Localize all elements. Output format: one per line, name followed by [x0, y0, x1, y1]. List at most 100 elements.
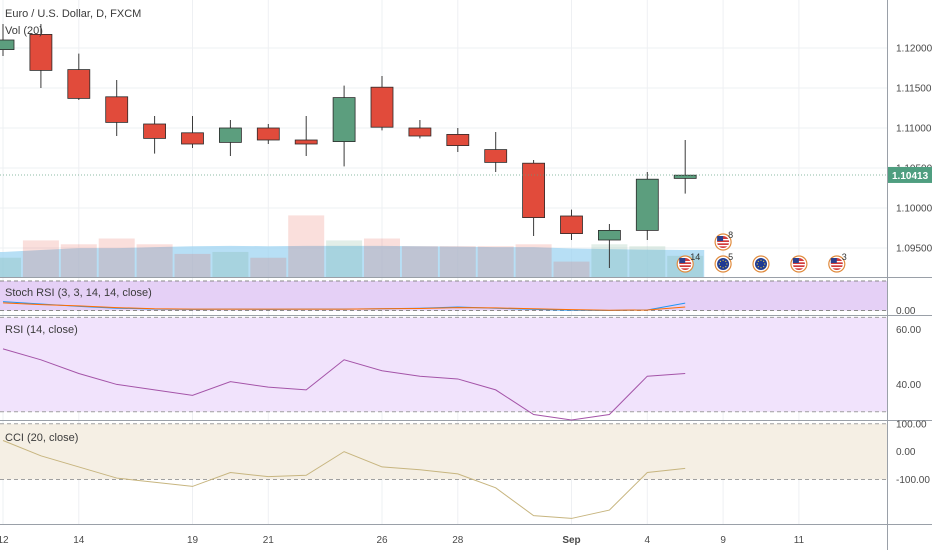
time-tick-label: Sep	[562, 535, 580, 546]
candle-body	[0, 39, 15, 51]
event-marker[interactable]: 5	[714, 252, 733, 273]
candle[interactable]	[484, 132, 508, 172]
eu-star	[725, 266, 727, 268]
price-axis[interactable]: 1.120001.115001.110001.105001.100001.095…	[888, 44, 932, 486]
candle[interactable]	[560, 209, 583, 240]
candle-body	[446, 133, 470, 146]
volume-bar	[515, 244, 552, 277]
eu-star	[722, 259, 724, 261]
event-marker[interactable]	[752, 255, 770, 273]
chart-title: Euro / U.S. Dollar, D, FXCM	[5, 8, 141, 20]
candle[interactable]	[256, 124, 280, 144]
candle-body	[332, 97, 356, 142]
us-flag-canton	[830, 258, 837, 263]
time-tick-label: 4	[645, 535, 651, 546]
candle[interactable]	[673, 140, 697, 194]
volume-bar	[98, 238, 135, 277]
eu-star	[760, 259, 762, 261]
candle[interactable]	[29, 24, 53, 88]
event-marker[interactable]: 14	[676, 252, 700, 273]
us-flag-canton	[792, 258, 799, 263]
event-count: 3	[842, 252, 847, 262]
candle-body	[560, 215, 583, 235]
candle[interactable]	[370, 76, 394, 131]
candle[interactable]	[0, 24, 15, 56]
cci-label: CCI (20, close)	[5, 432, 78, 444]
price-tick-label: 1.10000	[896, 204, 932, 215]
time-tick-label: 26	[376, 535, 388, 546]
volume-bar	[439, 246, 476, 277]
time-axis[interactable]: 12 14 19 21 26 28 Sep 4 9 11	[0, 525, 887, 550]
candle[interactable]	[446, 128, 470, 152]
candle[interactable]	[181, 116, 204, 148]
candle[interactable]	[67, 53, 91, 100]
candle-body	[598, 229, 621, 241]
event-marker[interactable]	[790, 255, 808, 273]
stoch-rsi-label: Stoch RSI (3, 3, 14, 14, close)	[5, 287, 152, 299]
cci-line	[2, 440, 686, 519]
us-flag-stripe	[679, 267, 692, 269]
eu-star	[763, 260, 765, 262]
cci-band	[0, 423, 887, 480]
volume-bar	[288, 215, 325, 277]
candle[interactable]	[218, 120, 242, 156]
candle[interactable]	[635, 172, 659, 240]
candle[interactable]	[105, 80, 129, 136]
rsi-line	[2, 348, 686, 421]
event-count: 5	[728, 252, 733, 262]
us-flag-stripe	[830, 264, 843, 266]
us-flag-stripe	[792, 267, 805, 269]
eu-star	[718, 263, 720, 265]
time-tick-label: 9	[720, 535, 726, 546]
last-price-label: 1.10413	[892, 171, 929, 182]
us-flag-canton	[679, 258, 686, 263]
volume-bar	[326, 240, 363, 277]
us-flag-stripe	[792, 264, 805, 266]
economic-events[interactable]: 14 5 8 3	[676, 230, 847, 273]
cci-tick-label: 100.00	[896, 419, 927, 430]
time-tick-label: 21	[263, 535, 275, 546]
candle[interactable]	[522, 160, 545, 236]
price-tick-label: 1.09500	[896, 244, 932, 255]
eu-star	[763, 266, 765, 268]
eu-star	[726, 263, 728, 265]
eu-star	[764, 263, 766, 265]
rsi-tick-label: 60.00	[896, 325, 921, 336]
volume-bar	[629, 246, 666, 277]
cci-tick-label: -100.00	[896, 475, 930, 486]
eu-star	[719, 266, 722, 268]
volume-bar	[553, 261, 590, 277]
volume-bar	[401, 246, 438, 277]
time-tick-label: 19	[187, 535, 199, 546]
eu-star	[760, 267, 762, 269]
stoch-d-line	[2, 302, 686, 311]
event-marker[interactable]: 8	[714, 230, 733, 251]
candle[interactable]	[408, 120, 432, 139]
candle[interactable]	[332, 85, 356, 167]
candle[interactable]	[294, 116, 318, 156]
candle-body	[105, 96, 129, 123]
candle-body	[408, 127, 432, 137]
candle[interactable]	[143, 116, 167, 154]
eu-star	[757, 260, 759, 262]
candle-body	[635, 178, 659, 231]
eu-star	[756, 263, 758, 265]
time-tick-label: 14	[73, 535, 85, 546]
volume-bar	[250, 257, 287, 277]
event-count: 14	[690, 252, 700, 262]
time-axis-bg	[0, 525, 887, 550]
candle-body	[673, 174, 697, 179]
stoch-band	[0, 280, 887, 311]
candle-body	[522, 162, 545, 218]
candle[interactable]	[598, 224, 621, 268]
us-flag-canton	[717, 236, 724, 241]
candlestick-series[interactable]	[0, 24, 887, 268]
stoch-tick-label: 0.00	[896, 306, 916, 317]
volume-bar	[477, 246, 514, 277]
rsi-label: RSI (14, close)	[5, 324, 78, 336]
rsi-band	[0, 317, 887, 412]
event-marker[interactable]: 3	[828, 252, 847, 273]
last-price-badge	[888, 166, 932, 183]
